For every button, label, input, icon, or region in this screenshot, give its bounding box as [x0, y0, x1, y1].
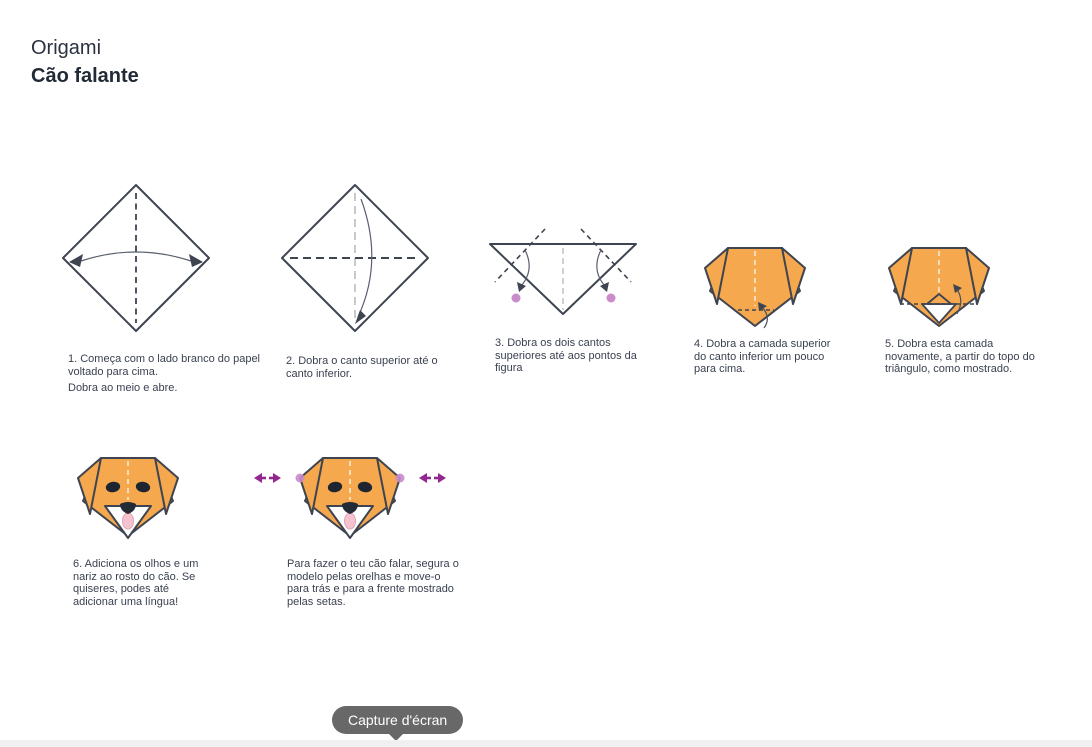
- step6-diagram: [61, 448, 195, 548]
- left-ear-shape: [299, 457, 324, 515]
- right-move-arrows: [419, 473, 446, 483]
- step1-caption: 1. Começa com o lado branco do papel vol…: [68, 353, 263, 395]
- right-fold-line: [580, 228, 632, 283]
- right-eye: [135, 481, 151, 493]
- right-ear-shape: [965, 247, 990, 305]
- step2-diagram: [280, 183, 430, 333]
- step7-caption-text: Para fazer o teu cão falar, segura o mod…: [287, 558, 459, 608]
- right-ear-shape: [154, 457, 179, 515]
- left-fold-arrow: [520, 249, 530, 287]
- step1-caption-text2: Dobra ao meio e abre.: [68, 382, 178, 395]
- fold-unfold-arrow: [80, 251, 192, 262]
- step6-caption-text: 6. Adiciona os olhos e um nariz ao rosto…: [73, 558, 199, 608]
- dog-face-complete-icon: [77, 457, 179, 539]
- arrowhead-up: [758, 302, 767, 311]
- step2-caption-text: 2. Dobra o canto superior até o canto in…: [286, 355, 438, 380]
- step4-caption-text: 4. Dobra a camada superior do canto infe…: [694, 338, 831, 376]
- step3-caption-text: 3. Dobra os dois cantos superiores até a…: [495, 337, 637, 375]
- step3-caption: 3. Dobra os dois cantos superiores até a…: [495, 337, 640, 375]
- step1-caption-text: 1. Começa com o lado branco do papel vol…: [68, 353, 261, 378]
- step5-diagram: [872, 238, 1006, 334]
- left-ear-shape: [704, 247, 729, 305]
- dog-face-group: [295, 457, 405, 539]
- right-grip-dot: [395, 473, 405, 483]
- left-target-dot: [511, 293, 521, 303]
- right-ear-shape: [376, 457, 401, 515]
- right-arrowhead: [600, 282, 609, 292]
- step5-caption-text: 5. Dobra esta camada novamente, a partir…: [885, 338, 1035, 376]
- right-ear-shape: [781, 247, 806, 305]
- dog-face-fold-tip-up-icon: [704, 247, 806, 329]
- arrowhead-down: [355, 310, 366, 324]
- page-title-model: Cão falante: [31, 65, 139, 87]
- tooltip-pointer: [387, 732, 405, 741]
- nose: [342, 502, 358, 514]
- fold-down-arrow: [357, 198, 373, 318]
- tongue: [344, 512, 356, 530]
- page-title: Origami Cão falante: [31, 34, 139, 90]
- step2-caption: 2. Dobra o canto superior até o canto in…: [286, 355, 446, 380]
- arrowhead-left: [69, 254, 83, 267]
- bottom-edge-strip: [0, 740, 1092, 747]
- right-target-dot: [606, 293, 616, 303]
- screenshot-tooltip-label: Capture d'écran: [348, 712, 448, 728]
- triangle-fold-corners-icon: [489, 228, 637, 315]
- arrowhead-right: [189, 254, 203, 267]
- left-grip-dot: [295, 473, 305, 483]
- step4-diagram: [688, 238, 822, 334]
- tongue: [122, 512, 134, 530]
- step6-caption: 6. Adiciona os olhos e um nariz ao rosto…: [73, 558, 213, 609]
- step5-caption: 5. Dobra esta camada novamente, a partir…: [885, 338, 1035, 376]
- square-open-fold-unfold-icon: [62, 184, 210, 332]
- right-eye: [357, 481, 373, 493]
- right-fold-arrow: [596, 249, 606, 287]
- step3-diagram: [483, 226, 643, 326]
- square-fold-top-to-bottom-icon: [281, 184, 429, 332]
- step7-caption: Para fazer o teu cão falar, segura o mod…: [287, 558, 462, 609]
- left-move-arrows: [254, 473, 281, 483]
- left-ear-shape: [888, 247, 913, 305]
- left-ear-shape: [77, 457, 102, 515]
- nose: [120, 502, 136, 514]
- step1-diagram: [61, 183, 211, 333]
- left-eye: [327, 481, 343, 493]
- dog-face-fold-again-icon: [888, 247, 990, 327]
- dog-face-talking-arrows-icon: [254, 457, 446, 539]
- left-fold-line: [494, 228, 546, 283]
- step7-diagram: [253, 448, 447, 548]
- step4-caption: 4. Dobra a camada superior do canto infe…: [694, 338, 834, 376]
- left-arrowhead: [517, 282, 526, 292]
- arrowhead-up: [953, 284, 962, 293]
- screenshot-tooltip: Capture d'écran: [332, 706, 464, 734]
- page-title-origami: Origami: [31, 37, 102, 59]
- left-eye: [105, 481, 121, 493]
